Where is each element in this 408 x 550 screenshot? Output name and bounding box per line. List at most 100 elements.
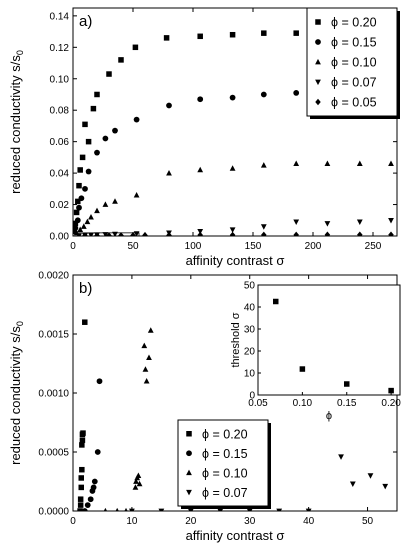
data-point: [197, 96, 204, 103]
inset-y-tick-label: 40: [244, 303, 256, 314]
data-point: [260, 162, 267, 168]
data-point: [293, 231, 299, 236]
data-point: [261, 30, 267, 36]
inset-x-tick-label: 0.10: [293, 398, 313, 409]
panel-label: a): [79, 13, 92, 30]
x-tick-label: 200: [305, 241, 322, 252]
legend-label: ϕ = 0.07: [202, 486, 248, 500]
y-tick-label: 0.08: [50, 106, 70, 117]
data-point: [229, 94, 236, 101]
data-point: [73, 225, 79, 232]
data-point: [388, 160, 394, 167]
data-point: [76, 182, 82, 189]
data-point: [261, 231, 267, 236]
data-point: [112, 127, 118, 134]
data-point: [79, 442, 85, 448]
data-point: [84, 502, 91, 508]
x-tick-label: 0: [70, 516, 76, 527]
series-circle: [73, 90, 300, 232]
series-square: [73, 30, 299, 235]
data-point: [146, 354, 152, 360]
y-tick-label: 0.12: [50, 43, 70, 54]
data-point: [166, 231, 172, 236]
series-diamond: [82, 231, 394, 236]
data-point: [112, 198, 118, 204]
data-point: [112, 231, 118, 236]
x-tick-label: 100: [185, 241, 202, 252]
data-point: [74, 217, 81, 224]
series-square: [77, 319, 88, 511]
data-point: [118, 57, 124, 63]
series-circle: [81, 378, 103, 511]
data-layer: [73, 30, 394, 236]
data-point: [357, 231, 363, 236]
data-point: [88, 232, 94, 236]
legend-label: ϕ = 0.10: [202, 466, 248, 480]
inset-y-tick-label: 30: [244, 325, 256, 336]
legend-marker: [315, 58, 321, 65]
data-point: [78, 484, 84, 491]
panel-a: 0 50 100 150 200 250 0.00 0.02 0.04 0.06 0.08 0.10 0…: [8, 7, 400, 268]
data-point: [147, 327, 154, 333]
data-point: [78, 475, 84, 481]
data-point: [260, 91, 267, 98]
x-tick-label: 0: [70, 241, 76, 252]
data-point: [75, 198, 81, 205]
y-tick-label: 0.14: [50, 11, 70, 22]
data-point: [305, 508, 312, 511]
legend-marker: [186, 469, 192, 476]
data-point: [96, 378, 103, 385]
data-point: [77, 226, 84, 233]
data-point: [166, 169, 172, 176]
data-point: [367, 473, 374, 479]
legend-label: ϕ = 0.15: [202, 447, 248, 461]
data-point: [197, 33, 203, 40]
data-point: [133, 116, 140, 123]
legend-box: [306, 7, 398, 117]
data-point: [142, 366, 149, 372]
data-layer: [77, 319, 389, 511]
x-axis-label: affinity contrast σ: [186, 528, 285, 543]
data-point: [87, 496, 94, 503]
y-axis-label: reduced conductivity s/s0: [8, 50, 25, 194]
y-tick-label: 0.0000: [38, 507, 69, 518]
data-point: [129, 508, 135, 511]
data-point: [136, 480, 143, 487]
data-point: [85, 168, 92, 175]
data-point: [73, 228, 77, 235]
inset-data-point: [344, 381, 350, 387]
data-point: [77, 502, 84, 508]
data-point: [324, 221, 331, 227]
data-point: [73, 220, 79, 227]
data-point: [94, 149, 100, 156]
data-point: [130, 232, 136, 236]
data-point: [133, 191, 140, 198]
data-point: [94, 449, 101, 455]
series-triangle-down: [129, 454, 389, 511]
y-tick-label: 0.04: [50, 169, 70, 180]
data-point: [276, 508, 283, 511]
data-point: [79, 466, 85, 473]
legend-marker: [186, 431, 192, 437]
data-point: [115, 507, 119, 511]
data-point: [106, 71, 112, 77]
data-point: [142, 231, 148, 236]
data-point: [90, 105, 97, 112]
data-point: [388, 231, 394, 236]
inset-chart: 0.05 0.10 0.15 0.20 0 10 20 30 40 50 ϕ threshold σ: [230, 281, 401, 423]
x-tick-label: 150: [245, 241, 262, 252]
data-point: [94, 91, 100, 98]
data-point: [77, 508, 83, 511]
data-point: [187, 508, 194, 511]
y-axis-label-subscript: 0: [15, 321, 25, 326]
data-point: [79, 437, 86, 443]
data-point: [77, 496, 84, 502]
data-point: [293, 160, 300, 167]
x-tick-label: 250: [365, 241, 382, 252]
data-point: [135, 472, 142, 478]
data-point: [197, 166, 204, 173]
y-axis-label-subscript: 0: [15, 50, 25, 55]
plot-frame: [72, 7, 398, 237]
inset-data-point: [388, 387, 394, 394]
